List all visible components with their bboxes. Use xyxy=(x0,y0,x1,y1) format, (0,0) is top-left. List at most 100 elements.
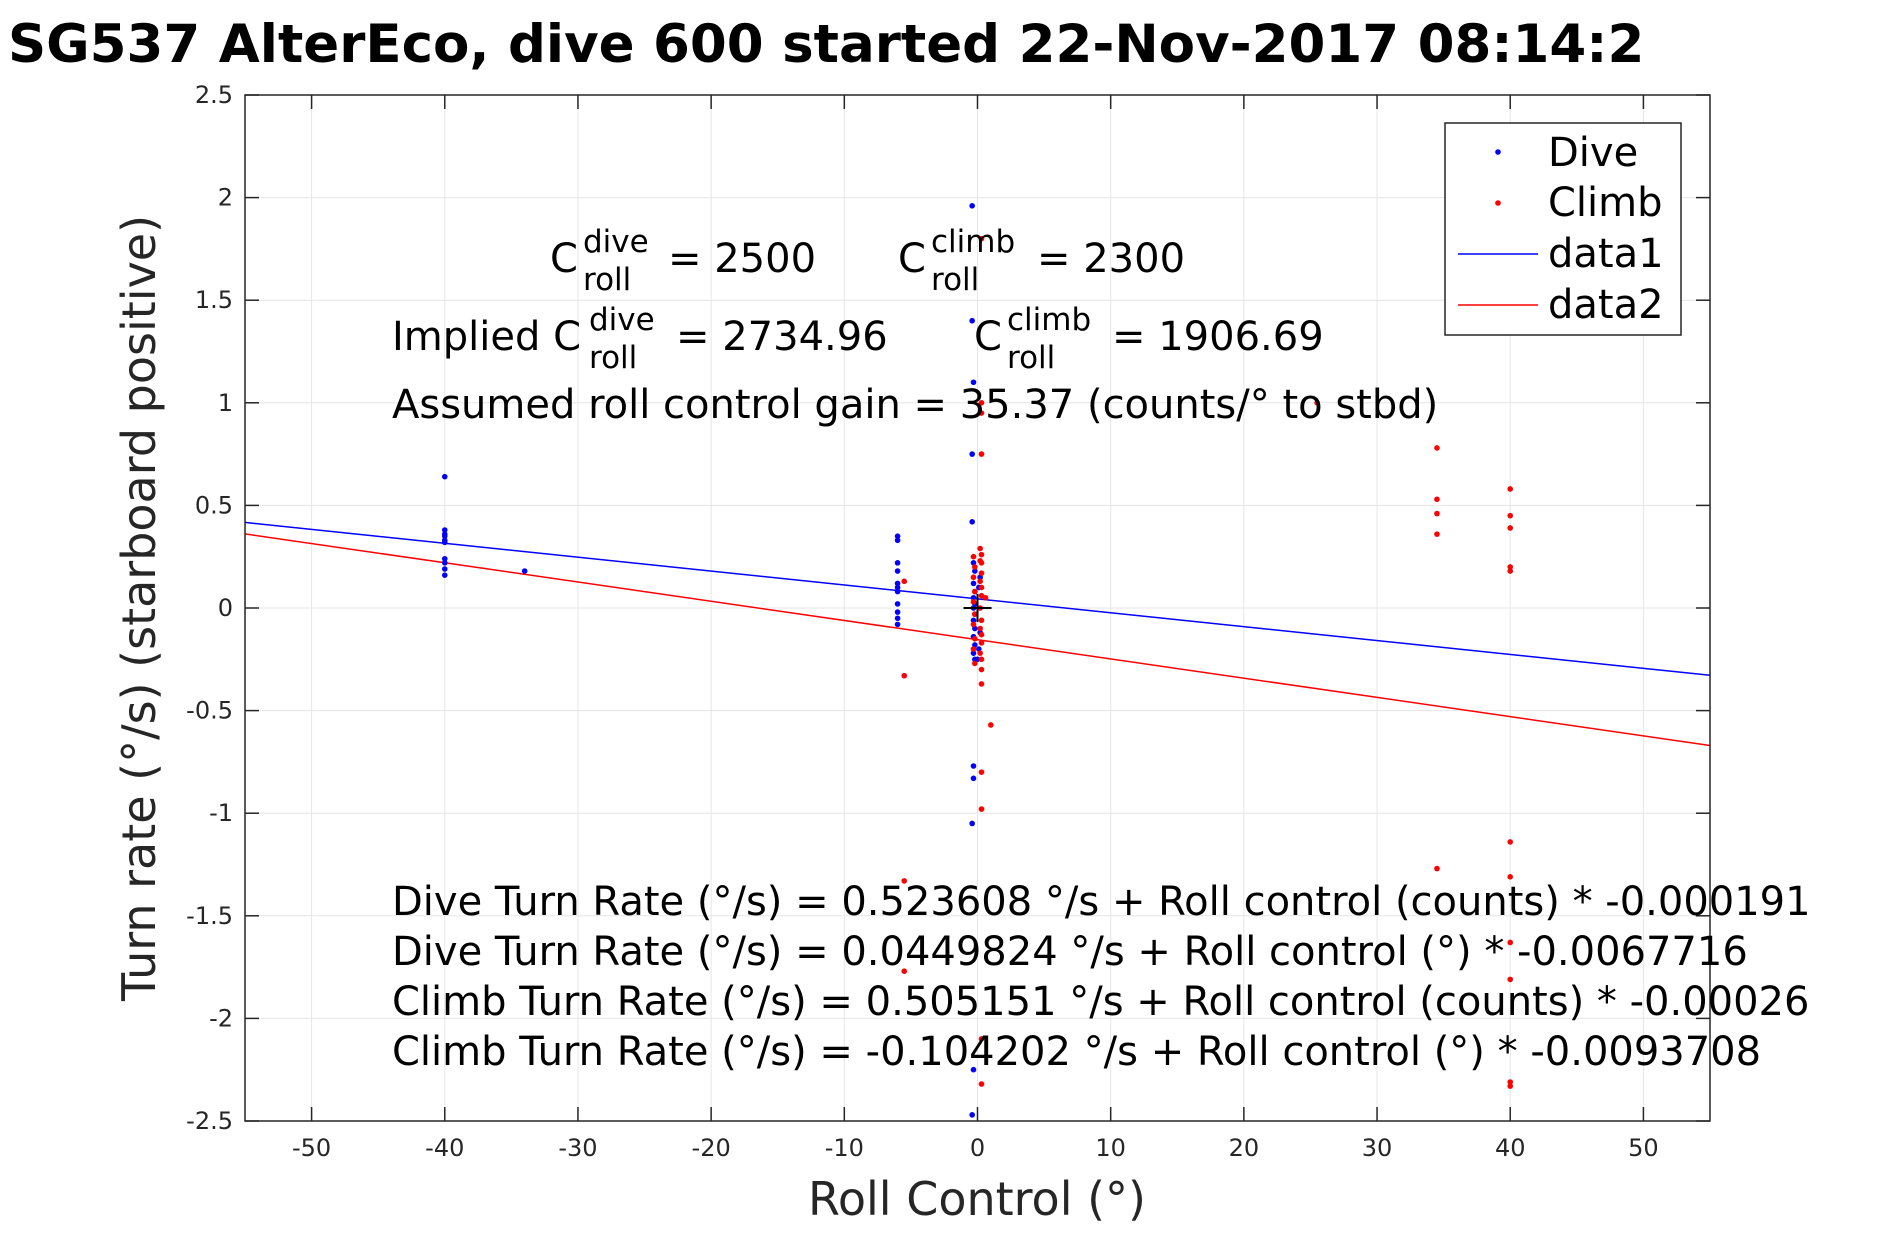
dive-point xyxy=(970,379,977,386)
climb-point xyxy=(970,646,977,652)
y-tick-label: 1.5 xyxy=(195,286,233,314)
y-tick-label: 0.5 xyxy=(195,491,233,519)
climb-point xyxy=(1434,496,1440,503)
dive-point xyxy=(894,580,901,587)
climb-point xyxy=(901,672,908,679)
climb-point xyxy=(988,722,994,728)
dive-point xyxy=(441,533,448,539)
svg-text:= 2734.96: = 2734.96 xyxy=(676,314,888,360)
fit-equation: Climb Turn Rate (°/s) = 0.505151 °/s + R… xyxy=(392,979,1809,1025)
dive-point xyxy=(970,594,977,601)
y-tick-label: 2.5 xyxy=(195,81,233,109)
svg-text:= 1906.69: = 1906.69 xyxy=(1112,314,1324,360)
legend-swatch-climb xyxy=(1495,200,1501,206)
climb-point xyxy=(972,660,978,667)
climb-point xyxy=(977,625,983,632)
svg-text:C: C xyxy=(550,236,578,282)
climb-point xyxy=(978,806,985,812)
climb-point xyxy=(978,769,985,775)
climb-point xyxy=(1507,568,1514,574)
climb-point xyxy=(978,617,985,624)
dive-point xyxy=(894,588,901,595)
dive-point xyxy=(970,775,977,782)
svg-text:roll: roll xyxy=(583,262,631,298)
climb-point xyxy=(972,635,978,642)
annotation-gain: Assumed roll control gain = 35.37 (count… xyxy=(392,382,1438,428)
climb-point xyxy=(1507,486,1514,492)
svg-text:= 2300: = 2300 xyxy=(1037,236,1185,282)
climb-point xyxy=(978,410,985,416)
svg-text:dive: dive xyxy=(589,302,655,338)
climb-point xyxy=(1434,510,1440,517)
climb-point xyxy=(1507,874,1514,880)
climb-point xyxy=(1507,839,1514,845)
dive-point xyxy=(894,533,901,539)
climb-point xyxy=(1507,976,1514,983)
climb-point xyxy=(978,1036,985,1042)
x-tick-label: 40 xyxy=(1495,1134,1526,1162)
dive-point xyxy=(972,568,978,574)
climb-point xyxy=(978,584,985,591)
climb-point xyxy=(901,968,908,975)
dive-point xyxy=(969,451,975,457)
climb-point xyxy=(1507,939,1514,946)
fit-equation: Dive Turn Rate (°/s) = 0.0449824 °/s + R… xyxy=(392,929,1748,975)
axis-ticks: -50 -40 -30 -20 -10 0 10 20 30 40 50 2.5 2 1.5 1 0.5 0 -0… xyxy=(186,81,1710,1162)
climb-point xyxy=(1507,1079,1514,1085)
legend-label-data1: data1 xyxy=(1548,231,1664,277)
x-tick-label: 0 xyxy=(970,1134,985,1162)
data-points xyxy=(441,203,1514,1118)
dive-point xyxy=(441,473,448,480)
legend: Dive Climb data1 data2 xyxy=(1444,122,1682,336)
dive-point xyxy=(894,601,901,607)
dive-point xyxy=(969,203,975,209)
annotation-implied-climb: C climb roll = 1906.69 xyxy=(974,302,1324,376)
dive-point xyxy=(521,568,528,574)
climb-point xyxy=(978,560,985,566)
climb-point xyxy=(978,551,985,558)
dive-point xyxy=(969,317,975,324)
climb-point xyxy=(970,599,977,605)
x-tick-label: 30 xyxy=(1362,1134,1393,1162)
dive-point xyxy=(894,609,901,615)
y-tick-label: -1.5 xyxy=(186,902,233,930)
dive-point xyxy=(894,621,901,628)
y-axis-label: Turn rate (°/s) (starboard positive) xyxy=(112,215,166,1002)
x-axis-label: Roll Control (°) xyxy=(808,1172,1146,1226)
climb-point xyxy=(970,574,977,581)
svg-text:C: C xyxy=(974,314,1002,360)
climb-point xyxy=(978,235,985,242)
dive-point xyxy=(970,580,977,587)
x-tick-label: -30 xyxy=(558,1134,597,1162)
climb-point xyxy=(978,1081,985,1087)
x-tick-label: -40 xyxy=(425,1134,464,1162)
svg-text:climb: climb xyxy=(1007,302,1091,338)
fit-equations: Dive Turn Rate (°/s) = 0.523608 °/s + Ro… xyxy=(392,879,1811,1075)
climb-point xyxy=(1507,525,1514,531)
fit-equation: Climb Turn Rate (°/s) = -0.104202 °/s + … xyxy=(392,1029,1761,1075)
svg-text:dive: dive xyxy=(583,224,649,260)
x-tick-label: 50 xyxy=(1628,1134,1659,1162)
climb-point xyxy=(978,400,985,406)
climb-point xyxy=(1434,445,1440,451)
annotation-c-roll-climb: C climb roll = 2300 xyxy=(898,224,1185,298)
legend-label-climb: Climb xyxy=(1548,180,1663,226)
climb-point xyxy=(1507,564,1514,570)
x-tick-label: -20 xyxy=(692,1134,731,1162)
fit-equation: Dive Turn Rate (°/s) = 0.523608 °/s + Ro… xyxy=(392,879,1811,925)
climb-point xyxy=(982,594,989,601)
x-tick-label: 10 xyxy=(1095,1134,1126,1162)
fit-line-data2 xyxy=(244,533,1711,747)
climb-point xyxy=(1314,400,1320,406)
dive-point xyxy=(894,560,901,566)
dive-point xyxy=(974,656,981,663)
dive-point xyxy=(970,650,977,656)
y-tick-label: 1 xyxy=(218,389,233,417)
climb-point xyxy=(978,631,985,638)
x-tick-label: -10 xyxy=(825,1134,864,1162)
legend-label-data2: data2 xyxy=(1548,282,1664,328)
y-tick-label: -1 xyxy=(209,799,233,827)
dive-point xyxy=(969,1112,975,1118)
svg-text:C: C xyxy=(898,236,926,282)
y-tick-label: -2.5 xyxy=(186,1107,233,1135)
